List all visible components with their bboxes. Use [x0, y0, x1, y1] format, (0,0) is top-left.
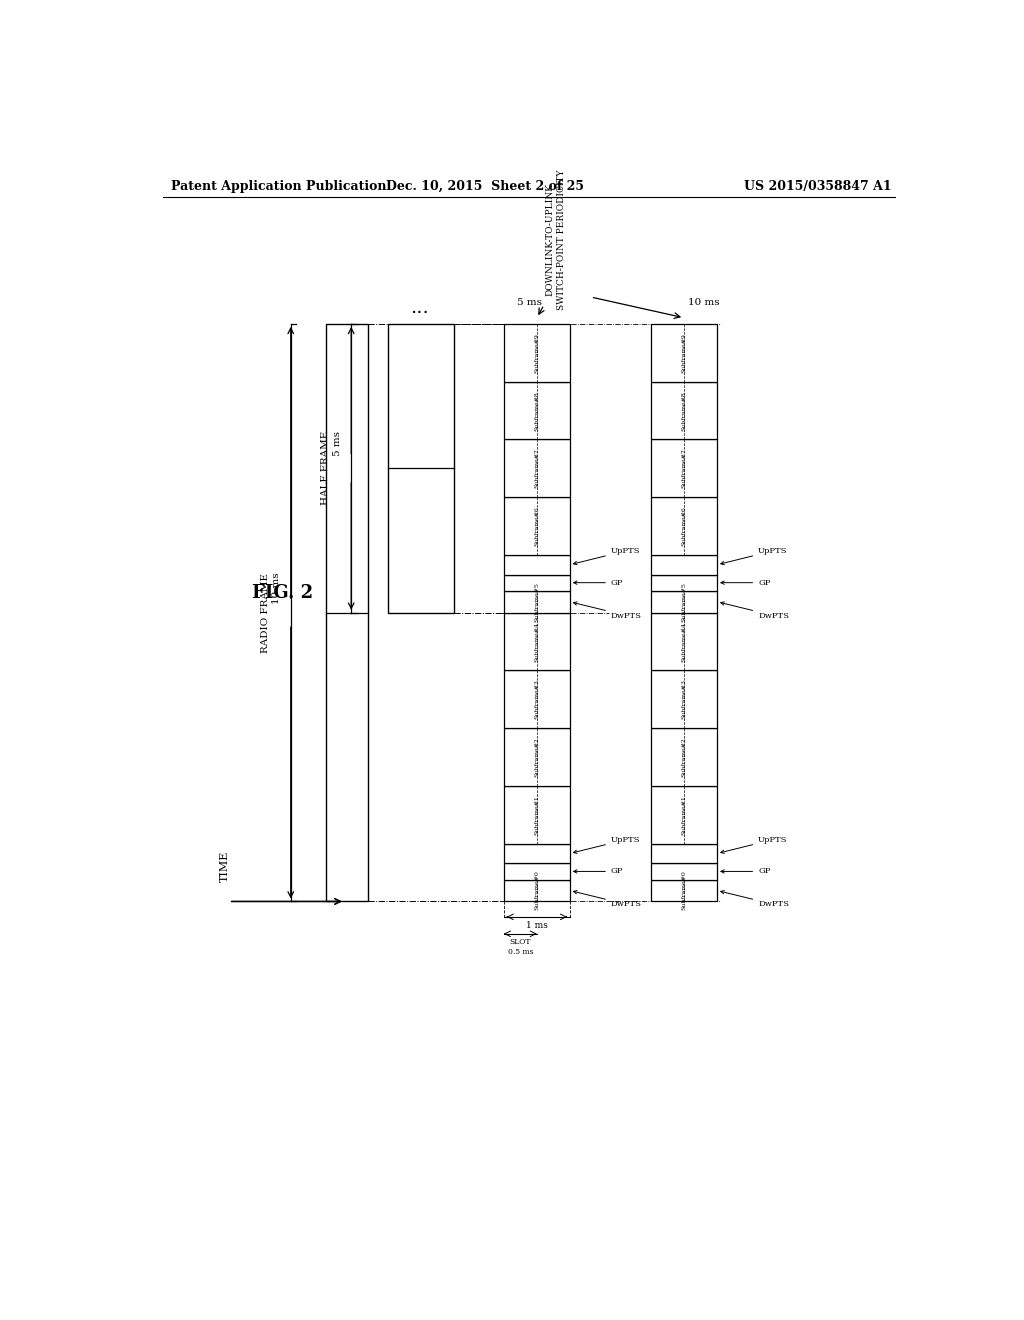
Bar	[504, 843, 569, 863]
Text: Subframe#6: Subframe#6	[682, 506, 686, 546]
Text: Subframe#8: Subframe#8	[535, 391, 540, 430]
Text: Subframe#6: Subframe#6	[535, 506, 540, 546]
Text: Subframe#2: Subframe#2	[535, 737, 540, 777]
Text: UpPTS: UpPTS	[721, 546, 787, 565]
Bar	[504, 440, 569, 498]
Text: Subframe#1: Subframe#1	[682, 795, 686, 834]
Text: GP: GP	[721, 578, 770, 586]
Text: Subframe#8: Subframe#8	[682, 391, 686, 430]
Text: DwPTS: DwPTS	[721, 602, 790, 619]
Bar	[651, 843, 717, 863]
Text: SLOT
0.5 ms: SLOT 0.5 ms	[508, 939, 534, 956]
Bar	[651, 729, 717, 785]
Bar	[651, 554, 717, 574]
Text: Subframe#4: Subframe#4	[535, 622, 540, 661]
Text: Subframe#4: Subframe#4	[682, 622, 686, 661]
Text: UpPTS: UpPTS	[573, 546, 640, 565]
Bar	[326, 323, 369, 902]
Bar	[504, 591, 569, 612]
Text: 1 ms: 1 ms	[526, 921, 548, 931]
Bar	[651, 498, 717, 554]
Bar	[504, 498, 569, 554]
Bar	[504, 612, 569, 671]
Bar	[504, 863, 569, 879]
Text: Dec. 10, 2015  Sheet 2 of 25: Dec. 10, 2015 Sheet 2 of 25	[385, 180, 584, 193]
Text: GP: GP	[573, 578, 624, 586]
Text: Subframe#9: Subframe#9	[535, 333, 540, 372]
Bar	[651, 785, 717, 843]
Text: ...: ...	[412, 297, 430, 317]
Text: TIME: TIME	[220, 851, 229, 882]
Text: GP: GP	[573, 867, 624, 875]
Text: Subframe#9: Subframe#9	[682, 333, 686, 372]
Bar	[651, 591, 717, 612]
Text: GP: GP	[721, 867, 770, 875]
Bar	[504, 574, 569, 591]
Text: Subframe#5: Subframe#5	[535, 582, 540, 622]
Bar	[504, 729, 569, 785]
Text: FIG. 2: FIG. 2	[252, 585, 313, 602]
Bar	[651, 879, 717, 902]
Text: Subframe#0: Subframe#0	[535, 871, 540, 911]
Text: UpPTS: UpPTS	[573, 836, 640, 854]
Bar	[651, 574, 717, 591]
Bar	[651, 440, 717, 498]
Text: UpPTS: UpPTS	[721, 836, 787, 854]
Text: Subframe#7: Subframe#7	[682, 449, 686, 488]
Bar	[504, 879, 569, 902]
Text: Subframe#5: Subframe#5	[682, 582, 686, 622]
Text: DwPTS: DwPTS	[721, 891, 790, 908]
Text: US 2015/0358847 A1: US 2015/0358847 A1	[743, 180, 891, 193]
Text: Subframe#7: Subframe#7	[535, 449, 540, 488]
Text: RADIO FRAME
10 ms: RADIO FRAME 10 ms	[261, 573, 282, 652]
Bar	[651, 612, 717, 671]
Text: DwPTS: DwPTS	[573, 891, 642, 908]
Bar	[504, 785, 569, 843]
Text: Patent Application Publication: Patent Application Publication	[171, 180, 386, 193]
Text: DwPTS: DwPTS	[573, 602, 642, 619]
Bar	[504, 671, 569, 729]
Text: 10 ms: 10 ms	[688, 298, 720, 306]
Bar	[504, 554, 569, 574]
Bar	[504, 381, 569, 440]
Text: Subframe#2: Subframe#2	[682, 737, 686, 777]
Bar	[504, 323, 569, 381]
Bar	[651, 381, 717, 440]
Text: HALF FRAME
5 ms: HALF FRAME 5 ms	[322, 432, 342, 506]
Text: 5 ms: 5 ms	[517, 298, 543, 306]
Text: Subframe#1: Subframe#1	[535, 795, 540, 834]
Bar	[651, 323, 717, 381]
Bar	[388, 323, 454, 612]
Text: Subframe#0: Subframe#0	[682, 871, 686, 911]
Text: Subframe#3: Subframe#3	[535, 680, 540, 719]
Text: Subframe#3: Subframe#3	[682, 680, 686, 719]
Bar	[651, 863, 717, 879]
Bar	[651, 671, 717, 729]
Text: DOWNLINK-TO-UPLINK
SWITCH-POINT PERIODICITY: DOWNLINK-TO-UPLINK SWITCH-POINT PERIODIC…	[546, 169, 566, 309]
